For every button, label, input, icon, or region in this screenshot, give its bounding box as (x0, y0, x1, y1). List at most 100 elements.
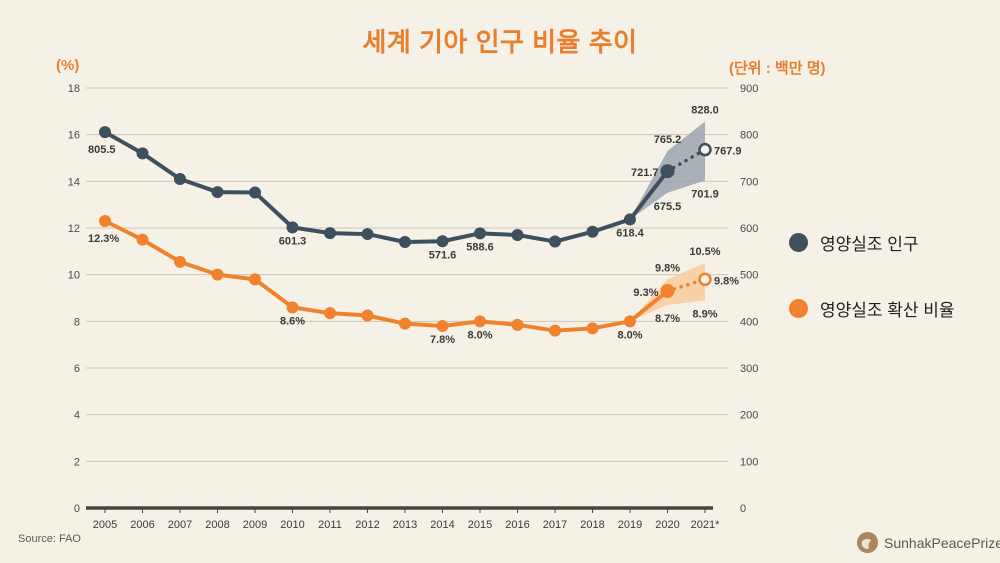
data-point (324, 307, 336, 320)
right-axis-tick-label: 400 (740, 316, 758, 328)
data-point (211, 186, 224, 199)
data-value-label: 618.4 (616, 227, 644, 239)
data-point (249, 273, 261, 286)
page-title: 세계 기아 인구 비율 추이 (362, 27, 638, 57)
data-point (511, 229, 524, 241)
logo-text: SunhakPeacePrize (884, 534, 1000, 551)
left-axis-tick-label: 6 (74, 363, 80, 375)
x-axis-year-label: 2021* (691, 519, 720, 531)
x-axis-year-label: 2005 (93, 519, 117, 531)
data-value-label: 8.7% (655, 313, 680, 325)
x-axis-year-label: 2019 (618, 519, 642, 531)
left-axis-tick-label: 12 (68, 223, 80, 235)
x-axis-year-label: 2007 (168, 519, 192, 531)
x-axis-year-label: 2014 (430, 519, 454, 531)
data-point (436, 235, 449, 248)
right-axis-tick-label: 800 (740, 130, 758, 142)
data-value-label: 701.9 (691, 188, 719, 200)
right-axis-tick-label: 200 (740, 410, 758, 422)
data-point (399, 317, 411, 330)
right-axis-tick-label: 0 (740, 503, 746, 515)
right-axis-tick-label: 100 (740, 456, 758, 468)
data-point (474, 227, 486, 240)
legend-item-undernourished-population: 영양실조 인구 (789, 230, 955, 255)
projected-data-point (698, 272, 712, 287)
x-axis-year-label: 2006 (130, 519, 154, 531)
data-point (436, 320, 449, 332)
data-point (99, 126, 111, 139)
x-axis-year-label: 2013 (393, 519, 417, 531)
data-value-label: 9.8% (714, 275, 739, 287)
data-point (511, 318, 524, 331)
legend-label: 영양실조 확산 비율 (820, 301, 955, 320)
data-point (624, 315, 636, 328)
data-point (549, 324, 561, 337)
data-point (286, 221, 299, 234)
data-point (474, 315, 486, 328)
data-value-label: 8.6% (280, 315, 305, 327)
data-point (586, 322, 599, 335)
data-value-label: 675.5 (654, 201, 682, 213)
left-axis-unit-label: (%) (56, 57, 80, 74)
projected-data-point (698, 142, 712, 157)
left-axis-tick-label: 0 (74, 503, 80, 515)
x-axis-year-label: 2017 (543, 519, 567, 531)
legend-label: 영양실조 인구 (820, 235, 919, 254)
sunhak-logo-icon (856, 531, 879, 554)
data-point (549, 235, 561, 248)
data-value-label: 588.6 (466, 241, 494, 253)
data-point (660, 284, 675, 298)
x-axis-year-label: 2010 (280, 519, 304, 531)
data-value-label: 9.8% (655, 262, 680, 274)
data-point (361, 228, 374, 241)
x-axis-year-label: 2015 (468, 519, 492, 531)
x-axis-year-label: 2008 (205, 519, 229, 531)
legend: 영양실조 인구 영양실조 확산 비율 (789, 230, 955, 321)
data-value-label: 721.7 (631, 167, 659, 179)
x-axis-year-label: 2016 (505, 519, 529, 531)
sunhak-peace-prize-logo: SunhakPeacePrize (856, 531, 1000, 554)
series-line (103, 219, 670, 333)
data-value-label: 12.3% (88, 233, 119, 245)
data-value-label: 8.9% (692, 308, 717, 320)
x-axis-year-label: 2011 (318, 519, 342, 531)
data-point (586, 225, 599, 238)
data-value-label: 9.3% (633, 287, 658, 299)
right-axis-tick-label: 600 (740, 223, 758, 235)
data-point (174, 255, 186, 268)
data-value-label: 571.6 (429, 249, 457, 261)
left-axis-tick-label: 8 (74, 316, 80, 328)
orange-series-dot-icon (789, 299, 808, 318)
navy-series-dot-icon (789, 233, 808, 252)
right-axis-tick-label: 900 (740, 83, 758, 95)
left-axis-tick-label: 16 (68, 130, 80, 142)
right-axis-tick-label: 700 (740, 176, 758, 188)
data-value-label: 8.0% (467, 329, 492, 341)
legend-item-prevalence-rate: 영양실조 확산 비율 (789, 296, 955, 321)
left-axis-tick-label: 4 (74, 410, 80, 422)
data-point (174, 173, 186, 185)
left-axis-tick-label: 10 (68, 270, 80, 282)
data-point (624, 213, 636, 226)
projection-dotted-line (665, 147, 707, 173)
data-value-label: 767.9 (714, 146, 742, 158)
data-point (660, 164, 675, 179)
data-value-label: 828.0 (691, 105, 719, 117)
data-value-label: 10.5% (689, 246, 720, 258)
data-point (249, 186, 261, 199)
data-point (99, 215, 111, 227)
left-axis-tick-label: 18 (68, 83, 80, 95)
right-axis-tick-label: 300 (740, 363, 758, 375)
data-point (136, 147, 149, 160)
x-axis-year-label: 2018 (580, 519, 604, 531)
right-axis-tick-label: 500 (740, 270, 758, 282)
x-axis-year-label: 2020 (655, 519, 679, 531)
data-point (361, 309, 374, 322)
data-point (324, 227, 336, 240)
left-axis-tick-label: 14 (68, 176, 80, 188)
data-value-label: 765.2 (654, 134, 682, 146)
data-point (286, 301, 299, 314)
data-value-label: 7.8% (430, 334, 455, 346)
